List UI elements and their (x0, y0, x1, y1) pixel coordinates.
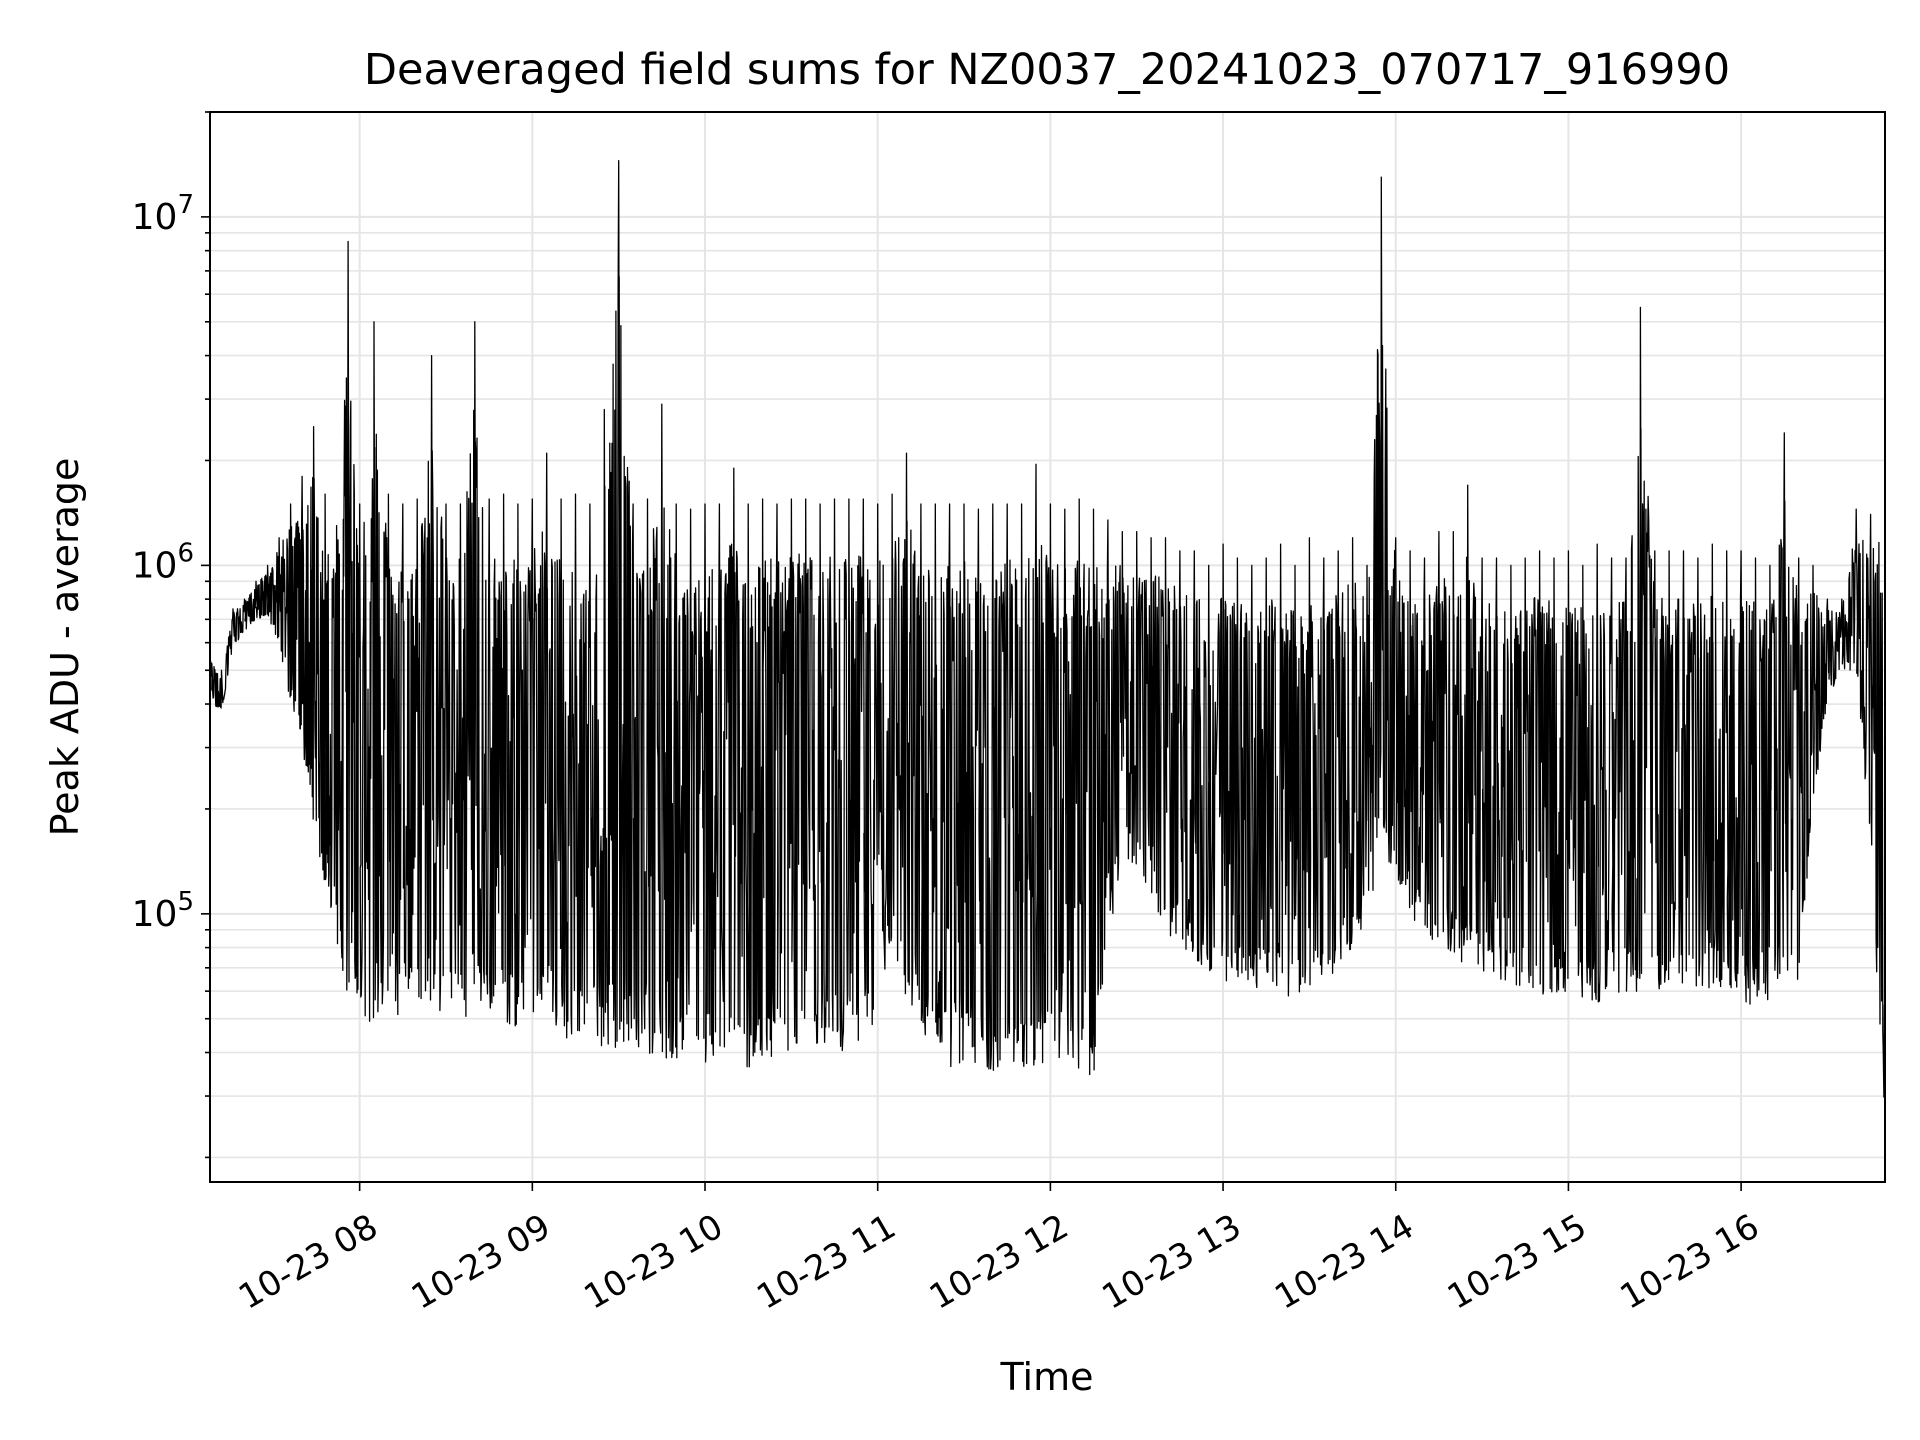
chart-title: Deaveraged field sums for NZ0037_2024102… (364, 45, 1730, 95)
x-axis-label: Time (1000, 1355, 1094, 1399)
y-tick-label: 105 (132, 887, 194, 935)
series-line (209, 160, 1886, 1137)
y-tick-label: 107 (132, 190, 194, 238)
plot-frame (209, 111, 1886, 1183)
y-axis-label: Peak ADU - average (43, 458, 87, 837)
data-series (209, 160, 1886, 1137)
y-tick-label: 106 (132, 538, 194, 586)
